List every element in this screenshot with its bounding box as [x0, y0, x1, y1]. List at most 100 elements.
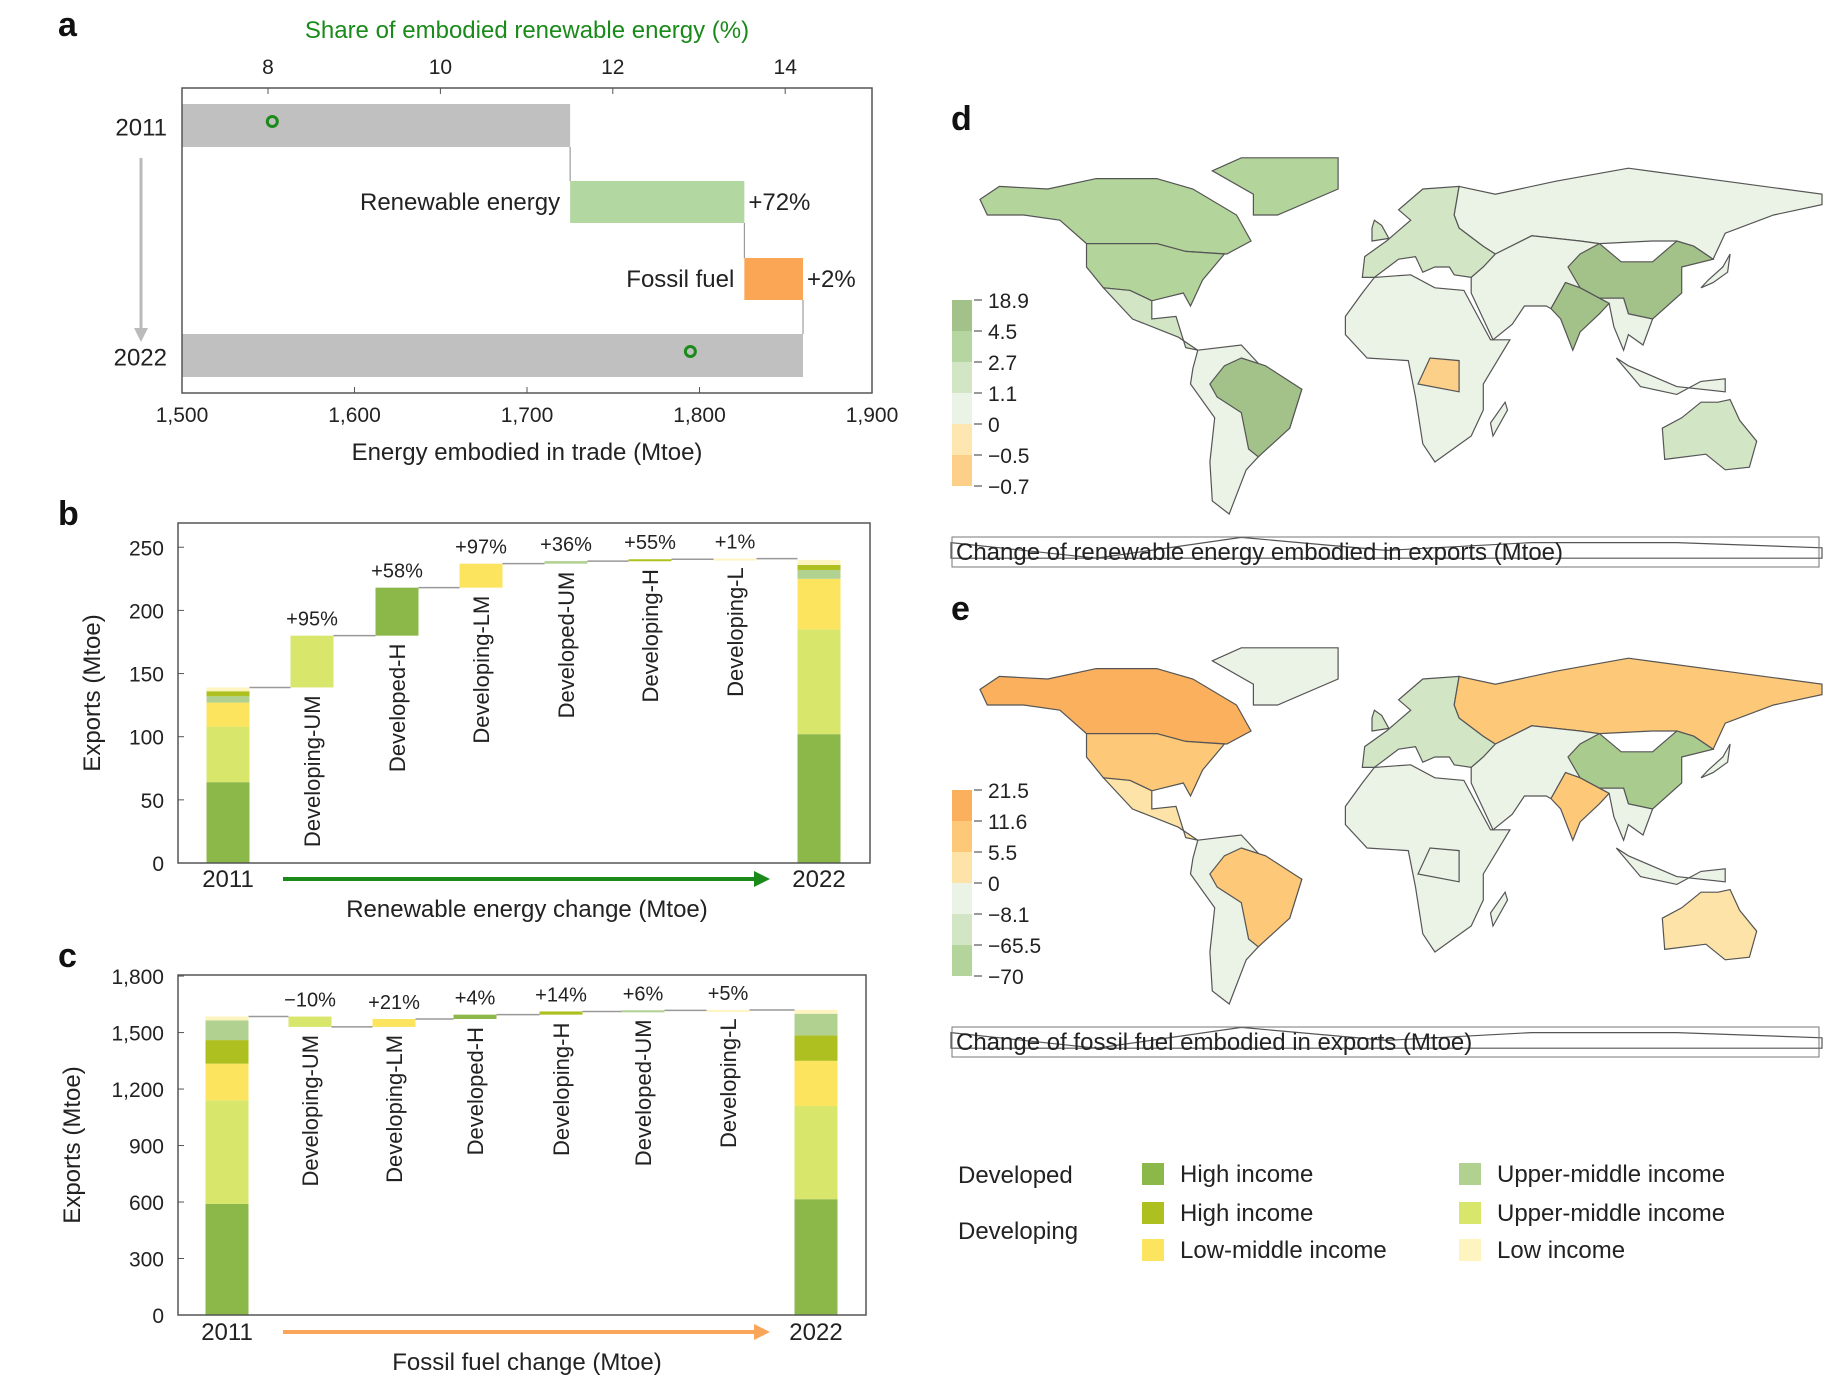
scale-label: 0 [988, 873, 1000, 896]
bar-fossil [744, 258, 803, 300]
top-axis-tick-label: 14 [774, 56, 798, 79]
map-region-canada [979, 178, 1252, 255]
world-map-e [950, 647, 1823, 1049]
y-tick-label: 900 [129, 1136, 164, 1159]
y-tick-label: 0 [152, 853, 164, 876]
share-marker [683, 345, 697, 358]
map-region-asia [1470, 235, 1601, 341]
scale-label: 2.7 [988, 352, 1017, 375]
plot-frame-b [177, 522, 871, 864]
change-label-renewable: +72% [748, 189, 810, 216]
map-title-d: Change of renewable energy embodied in e… [956, 539, 1563, 566]
map-region-australia [1661, 888, 1758, 961]
legend-item-label: Low income [1497, 1237, 1625, 1264]
top-axis-title: Share of embodied renewable energy (%) [305, 17, 749, 44]
step-pct-label: +14% [535, 984, 587, 1006]
map-region-drc [1417, 357, 1460, 393]
y-tick-label: 0 [152, 1305, 164, 1328]
end-bar-developing_high [794, 1035, 838, 1061]
map-region-madagascar [1489, 890, 1509, 928]
step-bar-Developing-H [628, 559, 672, 562]
end-bar-developing_low [794, 1009, 838, 1014]
map-region-usa [1085, 732, 1226, 798]
step-pct-label: +36% [540, 534, 592, 556]
map-title-e: Change of fossil fuel embodied in export… [956, 1029, 1472, 1056]
scale-bin [952, 424, 972, 455]
x-tick-label: 1,800 [673, 404, 726, 427]
map-region-uk [1371, 709, 1390, 732]
x-tick-label: 1,900 [846, 404, 899, 427]
panel-label-b: b [58, 495, 79, 533]
step-category-label: Developing-UM [300, 695, 325, 847]
end-bar-developing_low_middle [794, 1060, 838, 1106]
start-bar-developed_upper_middle [205, 1020, 249, 1041]
y-tick-label: 600 [129, 1192, 164, 1215]
map-region-uk [1371, 219, 1390, 242]
step-bar-Developing-H [539, 1011, 583, 1015]
y-tick-label: 1,500 [111, 1023, 164, 1046]
step-category-label: Developed-UM [631, 1019, 656, 1166]
step-pct-label: +4% [455, 988, 496, 1010]
map-region-india [1550, 281, 1611, 352]
step-pct-label: +1% [715, 532, 756, 554]
top-axis-tick-label: 10 [429, 56, 452, 79]
step-pct-label: +97% [455, 537, 507, 559]
y-tick-label: 250 [129, 537, 164, 560]
start-bar-developed_upper_middle [206, 696, 250, 703]
step-category-label: Developed-UM [554, 572, 579, 719]
x-tick-label: 1,600 [328, 404, 381, 427]
end-bar-developed_high [794, 1199, 838, 1315]
scale-bin [952, 883, 972, 914]
scale-label: −0.5 [988, 445, 1029, 468]
scale-bin [952, 821, 972, 852]
start-year-label: 2011 [202, 866, 254, 893]
map-region-australia [1661, 398, 1758, 471]
map-region-mexico [1101, 287, 1199, 351]
scale-bin [952, 393, 972, 424]
end-year-label: 2022 [789, 1319, 842, 1346]
end-bar-developed_upper_middle [794, 1013, 838, 1036]
x-axis-label-b: Renewable energy change (Mtoe) [346, 896, 708, 923]
start-year-label: 2011 [201, 1319, 253, 1346]
step-bar-Developing-L [706, 1009, 750, 1012]
map-title-box [951, 1026, 1820, 1058]
plot-frame-c [177, 974, 867, 1316]
start-bar-developing_low [205, 1016, 249, 1021]
y-axis-label-b: Exports (Mtoe) [79, 614, 106, 771]
end-bar-developing_upper_middle [794, 1105, 838, 1200]
map-region-greenland [1210, 647, 1339, 706]
start-bar-developing_low_middle [205, 1063, 249, 1101]
step-bar-Developing-UM [288, 1016, 332, 1027]
scale-label: 18.9 [988, 290, 1029, 313]
step-bar-Developing-L [713, 558, 757, 561]
panel-label-a: a [58, 6, 78, 44]
y-tick-label: 1,200 [111, 1079, 164, 1102]
scale-label: 21.5 [988, 780, 1029, 803]
change-arrow-icon [754, 1324, 770, 1340]
year-label-2011: 2011 [115, 115, 167, 142]
map-region-antarctica [950, 536, 1823, 559]
start-bar-developed_high [205, 1203, 249, 1315]
legend-swatch-developed_upper_middle [1459, 1163, 1481, 1185]
scale-label: 4.5 [988, 321, 1017, 344]
bar-total [182, 104, 571, 147]
step-category-label: Developing-LM [382, 1035, 407, 1183]
map-region-antarctica [950, 1026, 1823, 1049]
step-pct-label: +21% [368, 992, 420, 1014]
panel-label-d: d [951, 100, 972, 138]
scale-bin [952, 852, 972, 883]
scale-label: 11.6 [988, 811, 1027, 834]
share-marker [265, 115, 279, 128]
step-category-label: Developed-H [463, 1027, 488, 1155]
scale-bin [952, 945, 972, 976]
step-pct-label: +95% [286, 609, 338, 631]
end-bar-developed_upper_middle [797, 569, 841, 579]
scale-bin [952, 331, 972, 362]
end-bar-developing_high [797, 564, 841, 570]
start-bar-developing_low [206, 687, 250, 692]
change-label-fossil: +2% [807, 266, 856, 293]
legend-item-label: High income [1180, 1200, 1313, 1227]
scale-label: 1.1 [988, 383, 1017, 406]
map-region-mexico [1101, 777, 1199, 841]
